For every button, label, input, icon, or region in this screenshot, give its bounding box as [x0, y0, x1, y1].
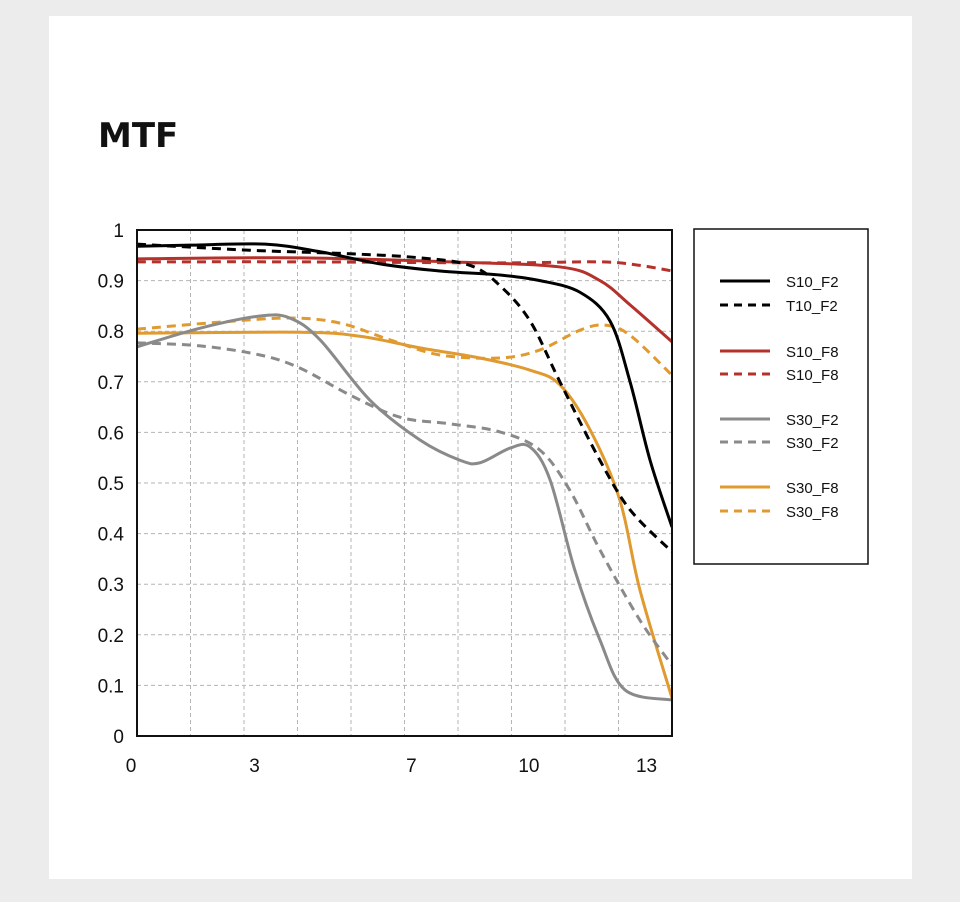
series-line-s30-f8: [137, 330, 672, 699]
series-line-s30-f2-dashed: [137, 341, 672, 667]
series-line-s10-f8-dashed: [137, 260, 672, 273]
legend-label: S10_F8: [786, 344, 839, 361]
x-tick-label: 0: [126, 756, 137, 777]
legend-label: S10_F8: [786, 367, 839, 384]
y-tick-label: 0.9: [98, 272, 124, 293]
legend-label: S10_F2: [786, 274, 839, 291]
series-line-s10-f8: [137, 256, 672, 343]
y-tick-label: 1: [113, 221, 124, 242]
y-tick-label: 0.6: [98, 423, 124, 444]
y-tick-label: 0.8: [98, 322, 124, 343]
legend-label: S30_F2: [786, 435, 839, 452]
chart-title: MTF: [98, 116, 179, 156]
series-line-s30-f2: [137, 313, 672, 702]
y-tick-label: 0.3: [98, 575, 124, 596]
x-tick-label: 3: [249, 756, 260, 777]
plot-frame: [136, 229, 673, 737]
y-tick-label: 0: [113, 727, 124, 748]
x-tick-label: 10: [518, 756, 539, 777]
x-tick-label: 13: [636, 756, 657, 777]
y-tick-label: 0.5: [98, 474, 124, 495]
series-line-t10-f2-dashed: [137, 242, 672, 553]
legend-box: [693, 228, 869, 565]
y-tick-label: 0.4: [98, 525, 125, 546]
y-tick-label: 0.7: [98, 373, 124, 394]
y-tick-label: 0.2: [98, 626, 124, 647]
y-tick-label: 0.1: [98, 676, 124, 697]
legend-label: S30_F8: [786, 504, 839, 521]
series-line-s30-f8-dashed: [137, 316, 672, 377]
legend-label: S30_F8: [786, 480, 839, 497]
series-line-s10-f2: [137, 242, 672, 528]
legend-label: S30_F2: [786, 412, 839, 429]
legend-label: T10_F2: [786, 298, 838, 315]
x-tick-label: 7: [406, 756, 417, 777]
